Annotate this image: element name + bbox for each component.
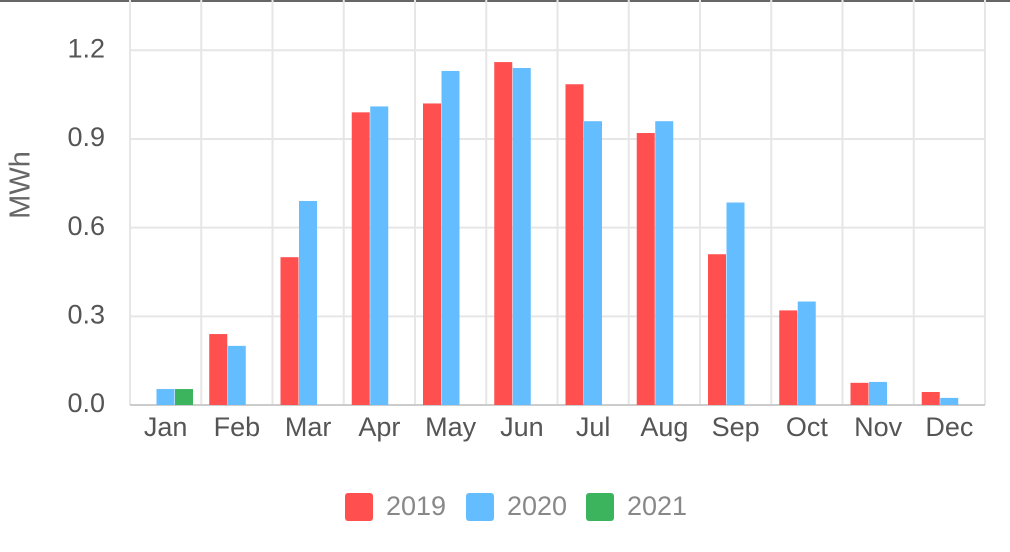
bar	[584, 121, 602, 405]
x-tick-label: Dec	[925, 412, 973, 442]
y-tick-label: 1.2	[67, 33, 105, 63]
legend-swatch	[466, 493, 494, 521]
y-tick-label: 0.6	[67, 211, 105, 241]
bar	[227, 345, 246, 405]
bar	[423, 103, 441, 405]
y-tick-label: 0.3	[67, 299, 105, 329]
bar	[655, 121, 674, 405]
bar	[726, 202, 745, 405]
y-tick-label: 0.9	[67, 122, 105, 152]
x-tick-label: May	[425, 412, 477, 442]
bar	[565, 84, 584, 405]
bar	[175, 389, 193, 405]
bar	[299, 201, 317, 405]
x-tick-label: Jun	[500, 412, 544, 442]
y-axis-label: MWh	[5, 151, 37, 219]
x-tick-label: Jul	[576, 412, 611, 442]
bar	[940, 397, 959, 405]
bar	[779, 310, 798, 405]
x-tick-label: Oct	[786, 412, 829, 442]
legend-swatch	[586, 493, 614, 521]
legend-label: 2020	[507, 491, 567, 521]
x-tick-label: Aug	[640, 412, 688, 442]
y-tick-label: 0.0	[67, 388, 105, 418]
bar	[512, 67, 531, 405]
bar	[494, 62, 513, 405]
legend-label: 2021	[627, 491, 687, 521]
x-tick-label: Feb	[214, 412, 261, 442]
bar	[869, 381, 887, 405]
x-tick-label: Jan	[144, 412, 188, 442]
legend-swatch	[345, 493, 373, 521]
x-tick-label: Sep	[712, 412, 760, 442]
x-tick-label: Apr	[358, 412, 400, 442]
bar	[708, 254, 726, 405]
bar	[850, 382, 869, 405]
bar	[209, 334, 228, 405]
bar	[921, 391, 940, 405]
bar	[441, 70, 460, 405]
x-tick-label: Nov	[854, 412, 903, 442]
bar	[636, 133, 655, 406]
bar	[797, 301, 816, 405]
bar	[370, 106, 389, 406]
legend-label: 2019	[386, 491, 446, 521]
x-tick-label: Mar	[285, 412, 332, 442]
bar	[351, 112, 370, 406]
bar	[280, 257, 299, 405]
bar	[156, 389, 175, 405]
